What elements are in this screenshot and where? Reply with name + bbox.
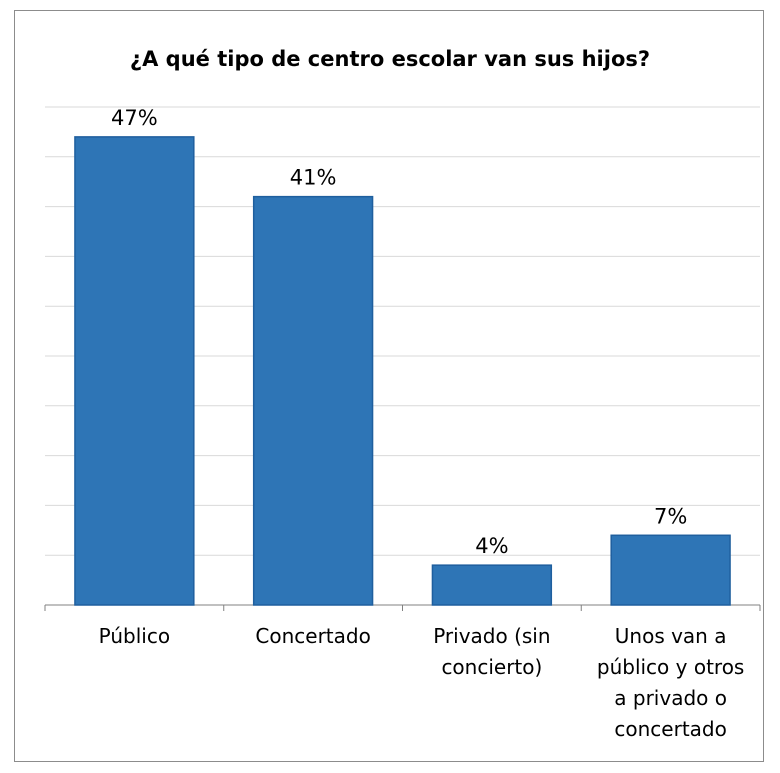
bar: [252, 195, 374, 606]
bar: [610, 534, 731, 606]
category-label: concierto): [441, 655, 542, 679]
data-label: 7%: [654, 504, 687, 528]
category-label: Público: [99, 624, 170, 648]
category-label: Privado (sin: [433, 624, 550, 648]
bar: [431, 564, 553, 606]
category-label: Unos van a: [615, 624, 727, 648]
chart-frame: ¿A qué tipo de centro escolar van sus hi…: [14, 10, 764, 762]
data-label: 4%: [475, 534, 508, 558]
data-label: 41%: [290, 166, 337, 190]
category-label: público y otros: [597, 655, 744, 679]
category-label: concertado: [614, 717, 726, 741]
category-label: a privado o: [614, 686, 727, 710]
category-label: Concertado: [255, 624, 370, 648]
bar: [74, 136, 195, 606]
chart-title: ¿A qué tipo de centro escolar van sus hi…: [129, 47, 651, 71]
chart-plot: 47% Público 41% Concertado 4% Privado (sin con…: [44, 106, 761, 741]
data-label: 47%: [111, 106, 158, 130]
